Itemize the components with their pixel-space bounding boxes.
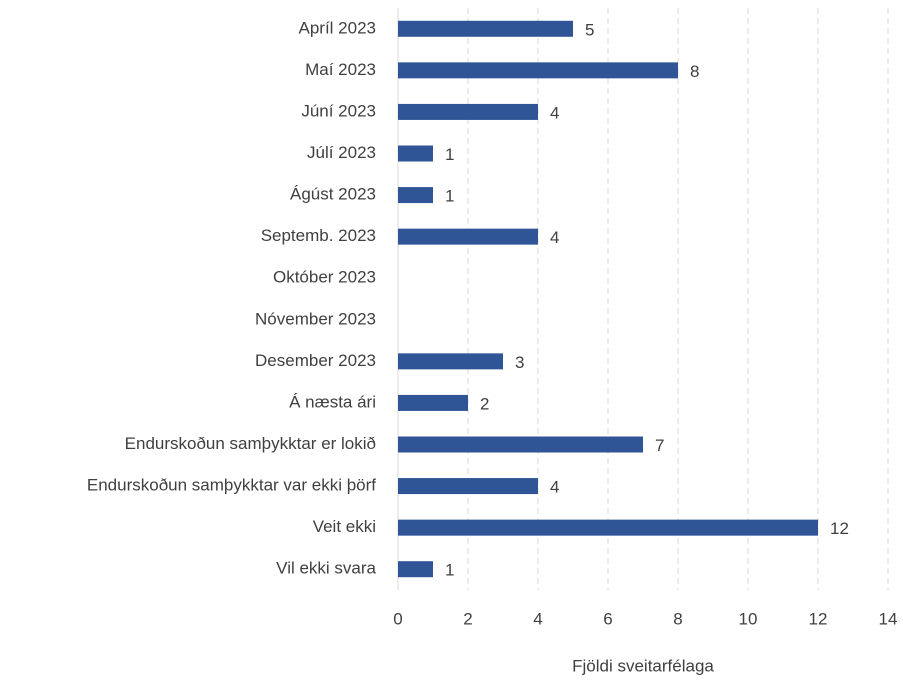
bar — [398, 228, 538, 245]
value-label: 4 — [550, 478, 559, 497]
x-tick-label: 4 — [533, 609, 542, 628]
y-tick-label: Ágúst 2023 — [290, 185, 376, 204]
y-tick-label: Veit ekki — [313, 517, 376, 536]
x-tick-label: 14 — [879, 609, 898, 628]
x-tick-label: 6 — [603, 609, 612, 628]
y-tick-label: Nóvember 2023 — [255, 309, 376, 328]
y-tick-label: Endurskoðun samþykktar er lokið — [125, 434, 376, 453]
bar — [398, 436, 643, 453]
bar — [398, 62, 678, 79]
value-label: 1 — [445, 145, 454, 164]
y-tick-label: Á næsta ári — [289, 392, 376, 411]
value-label: 4 — [550, 228, 559, 247]
value-label: 7 — [655, 436, 664, 455]
bar — [398, 20, 573, 37]
y-tick-label: Júní 2023 — [301, 101, 376, 120]
bar — [398, 353, 503, 370]
x-tick-label: 2 — [463, 609, 472, 628]
value-label: 2 — [480, 394, 489, 413]
value-label: 8 — [690, 62, 699, 81]
y-tick-label: Júlí 2023 — [307, 143, 376, 162]
y-tick-label: Endurskoðun samþykktar var ekki þörf — [87, 476, 376, 495]
x-tick-label: 10 — [739, 609, 758, 628]
value-label: 4 — [550, 103, 559, 122]
y-tick-label: Septemb. 2023 — [261, 226, 376, 245]
value-label: 3 — [515, 353, 524, 372]
bar — [398, 561, 433, 578]
y-tick-label: Apríl 2023 — [299, 18, 377, 37]
x-axis-label: Fjöldi sveitarfélaga — [572, 656, 714, 675]
x-tick-label: 8 — [673, 609, 682, 628]
bar — [398, 103, 538, 120]
y-tick-label: Desember 2023 — [255, 351, 376, 370]
value-label: 1 — [445, 561, 454, 580]
bar — [398, 394, 468, 411]
x-tick-label: 12 — [809, 609, 828, 628]
y-tick-label: Október 2023 — [273, 268, 376, 287]
bar — [398, 187, 433, 204]
x-tick-label: 0 — [393, 609, 402, 628]
y-tick-label: Maí 2023 — [305, 60, 376, 79]
value-label: 5 — [585, 20, 594, 39]
bar — [398, 519, 818, 536]
bar — [398, 478, 538, 495]
y-tick-label: Vil ekki svara — [276, 559, 376, 578]
value-label: 12 — [830, 519, 849, 538]
bar — [398, 145, 433, 162]
value-label: 1 — [445, 187, 454, 206]
